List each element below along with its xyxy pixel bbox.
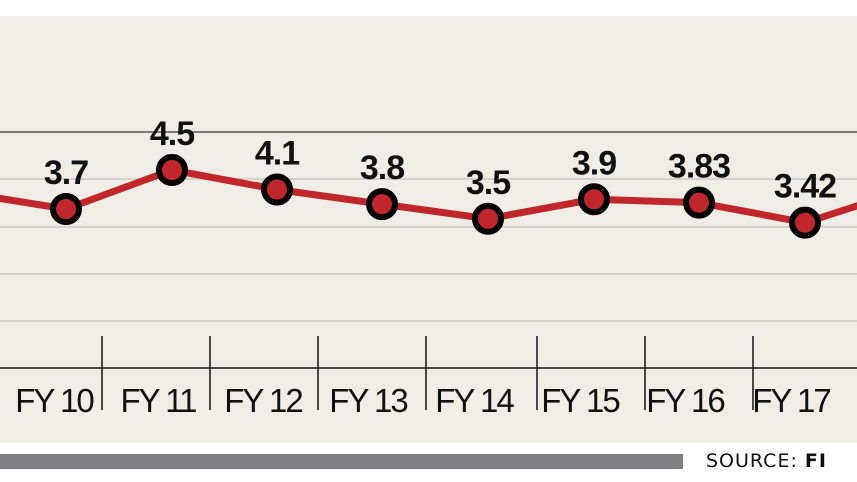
x-axis-label: FY 11 — [121, 382, 197, 419]
x-axis-labels: FY 10 FY 11 FY 12 FY 13 FY 14 FY 15 FY 16 FY 17 — [15, 382, 832, 419]
footer-bar — [0, 454, 683, 469]
source-note: SOURCE: FI — [706, 450, 827, 472]
x-axis-label: FY 16 — [646, 382, 724, 419]
x-axis-label: FY 13 — [329, 382, 407, 419]
data-point-marker — [156, 154, 188, 186]
data-label: 3.42 — [774, 168, 836, 206]
data-point-marker — [789, 206, 821, 239]
data-point-marker — [472, 202, 504, 235]
data-markers — [50, 154, 821, 239]
x-axis-label: FY 12 — [224, 382, 302, 419]
chart-background — [0, 16, 857, 443]
x-axis — [0, 336, 857, 410]
data-line — [0, 166, 857, 227]
series-line — [0, 166, 857, 227]
data-label: 3.8 — [360, 149, 404, 187]
x-axis-label: FY 15 — [541, 382, 619, 419]
data-point-marker — [683, 186, 715, 219]
data-point-marker — [261, 173, 293, 206]
data-point-marker — [578, 183, 610, 216]
data-point-marker — [50, 193, 82, 225]
data-label: 3.7 — [44, 154, 88, 192]
line-chart: 3.74.54.1 3.8 3.53.9 3.833.42 FY 10 FY 11 FY … — [0, 115, 857, 419]
x-axis-label: FY 14 — [435, 382, 514, 419]
data-label: 3.9 — [572, 144, 616, 182]
source-label: SOURCE: — [706, 450, 805, 472]
x-axis-label: FY 10 — [15, 382, 94, 419]
data-label: 3.83 — [668, 148, 730, 186]
x-axis-label: FY 17 — [752, 382, 830, 419]
data-label: 4.1 — [255, 135, 299, 173]
data-label: 4.5 — [150, 115, 194, 153]
source-value: FI — [804, 450, 827, 472]
data-label: 3.5 — [466, 164, 510, 202]
data-labels: 3.7 4.5 4.1 3.8 3.5 3.9 3.83 3.42 — [44, 115, 837, 206]
data-point-marker — [366, 188, 398, 221]
